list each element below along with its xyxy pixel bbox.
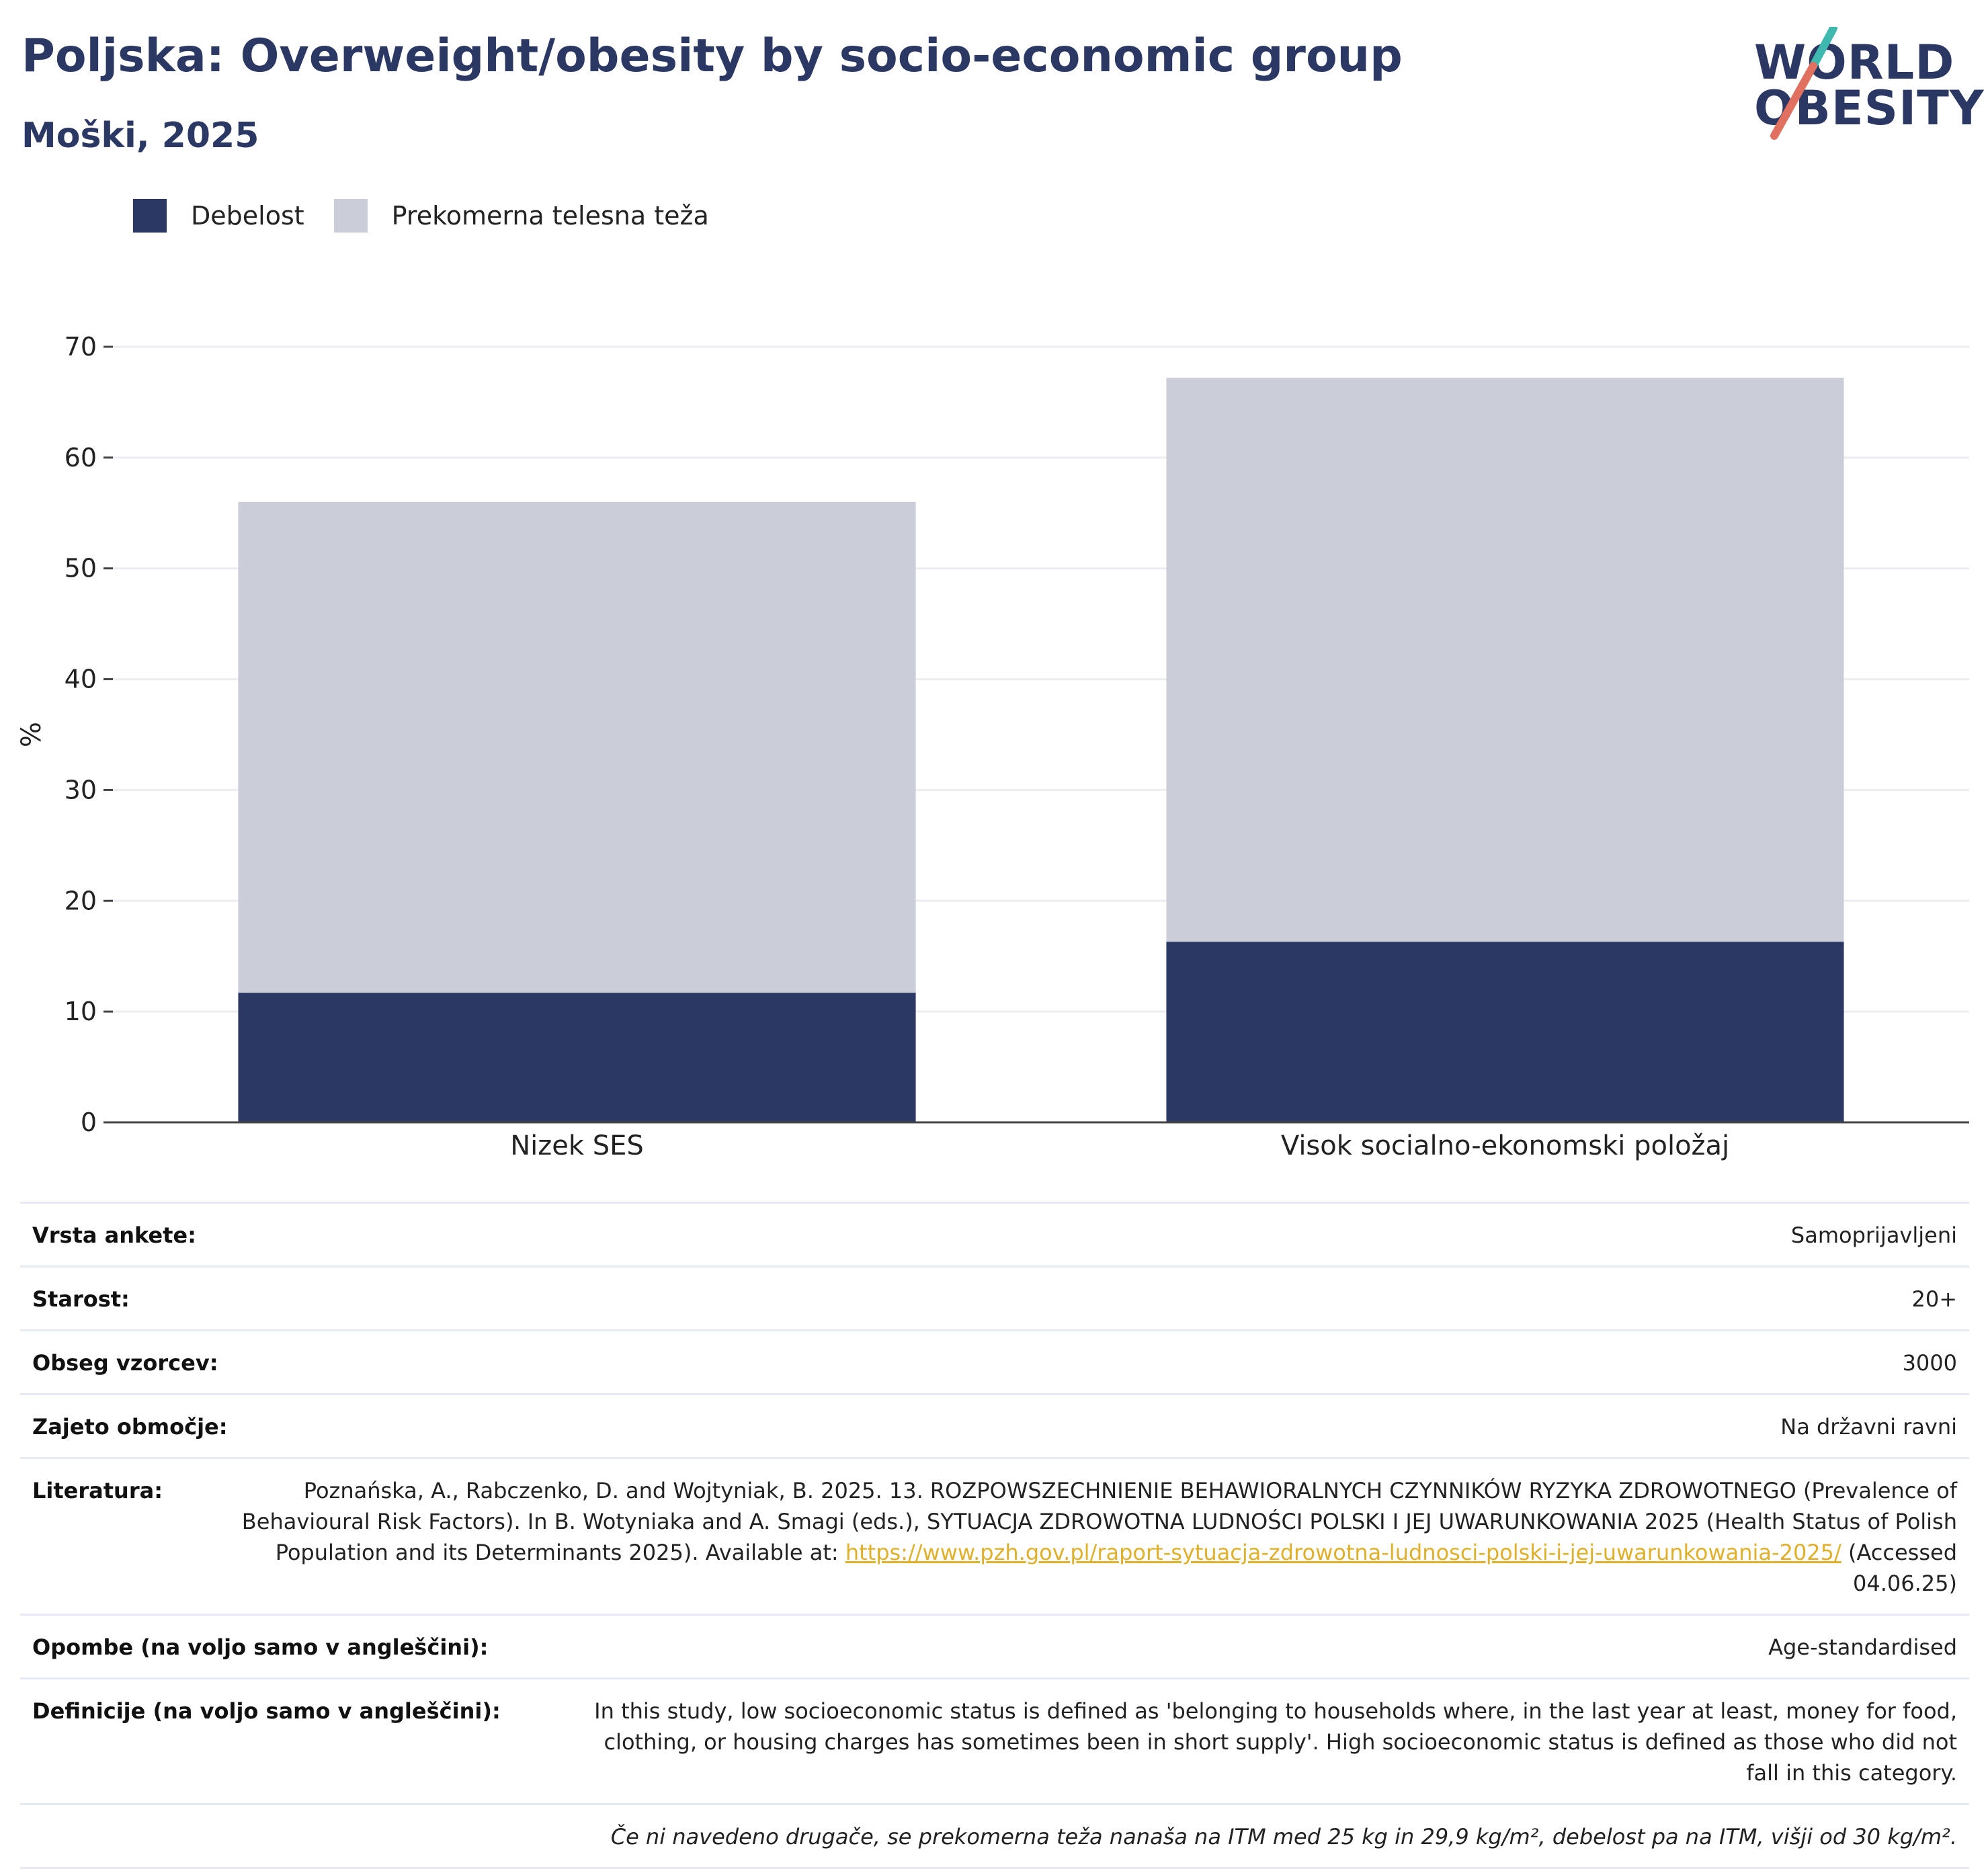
y-tick-label: 0 [81,1108,97,1137]
y-tick-label: 40 [65,665,97,694]
y-tick-label: 10 [65,997,97,1026]
footnote: Če ni navedeno drugače, se prekomerna te… [610,1824,1957,1850]
y-tick-label: 70 [65,332,97,362]
legend-label-obesity: Debelost [191,201,304,231]
info-label: Starost: [32,1286,130,1312]
bar-overweight-2 [1166,378,1844,942]
chart-subtitle: Moški, 2025 [22,116,259,156]
y-axis-label: % [16,722,47,747]
info-row-footnote: Če ni navedeno drugače, se prekomerna te… [20,1803,1969,1869]
y-tick-label: 60 [65,443,97,472]
legend-label-overweight: Prekomerna telesna teža [391,201,709,231]
info-label: Opombe (na voljo samo v angleščini): [32,1634,489,1660]
info-table: Vrsta ankete: Samoprijavljeni Starost: 2… [20,1202,1969,1869]
y-tick-label: 30 [65,775,97,804]
legend-swatch-overweight [333,199,368,233]
info-value: In this study, low socioeconomic status … [594,1698,1957,1786]
literature-accessed: (Accessed 04.06.25) [1841,1540,1957,1596]
logo-line-1: WORLD [1754,35,1955,90]
info-value: 20+ [1911,1286,1957,1312]
info-row-definitions: Definicije (na voljo samo v angleščini):… [20,1677,1969,1803]
info-label: Obseg vzorcev: [32,1350,218,1376]
info-value-literature: Poznańska, A., Rabczenko, D. and Wojtyni… [230,1475,1957,1599]
info-row-survey-type: Vrsta ankete: Samoprijavljeni [20,1202,1969,1265]
chart-title: Poljska: Overweight/obesity by socio-eco… [22,30,1403,83]
legend-swatch-obesity [133,199,167,233]
literature-text: Poznańska, A., Rabczenko, D. and Wojtyni… [241,1478,1957,1565]
info-value: Age-standardised [1768,1634,1957,1660]
bar-overweight-1 [238,501,916,993]
y-tick-label: 50 [65,554,97,583]
info-label: Zajeto območje: [32,1414,228,1440]
x-tick-label: Nizek SES [510,1130,644,1161]
info-row-sample-size: Obseg vzorcev: 3000 [20,1329,1969,1393]
info-row-literature: Literatura: Poznańska, A., Rabczenko, D.… [20,1457,1969,1614]
bar-obesity-1 [238,993,916,1122]
legend-item-obesity[interactable]: Debelost [133,199,304,233]
y-tick-label: 20 [65,886,97,915]
info-label: Vrsta ankete: [32,1222,196,1248]
info-row-coverage: Zajeto območje: Na državni ravni [20,1393,1969,1457]
info-row-notes: Opombe (na voljo samo v angleščini): Age… [20,1614,1969,1677]
bar-chart: 0 10 20 30 40 50 60 70% Nizek SES Visok socialno-… [16,332,1969,1161]
info-value: Na državni ravni [1780,1414,1957,1440]
info-label: Definicije (na voljo samo v angleščini): [32,1698,501,1724]
info-row-age: Starost: 20+ [20,1265,1969,1329]
logo-slash-icon [1770,27,1837,140]
literature-link[interactable]: https://www.pzh.gov.pl/raport-sytuacja-z… [845,1540,1841,1565]
x-tick-label: Visok socialno-ekonomski položaj [1281,1130,1729,1161]
chart-legend: Debelost Prekomerna telesna teža [133,199,739,233]
legend-item-overweight[interactable]: Prekomerna telesna teža [333,199,709,233]
info-label: Literatura: [32,1478,163,1503]
world-obesity-logo[interactable]: WORLD OBESITY [1754,27,1984,141]
info-value: Samoprijavljeni [1790,1222,1957,1248]
info-value: 3000 [1902,1350,1957,1376]
bar-obesity-2 [1166,942,1844,1122]
